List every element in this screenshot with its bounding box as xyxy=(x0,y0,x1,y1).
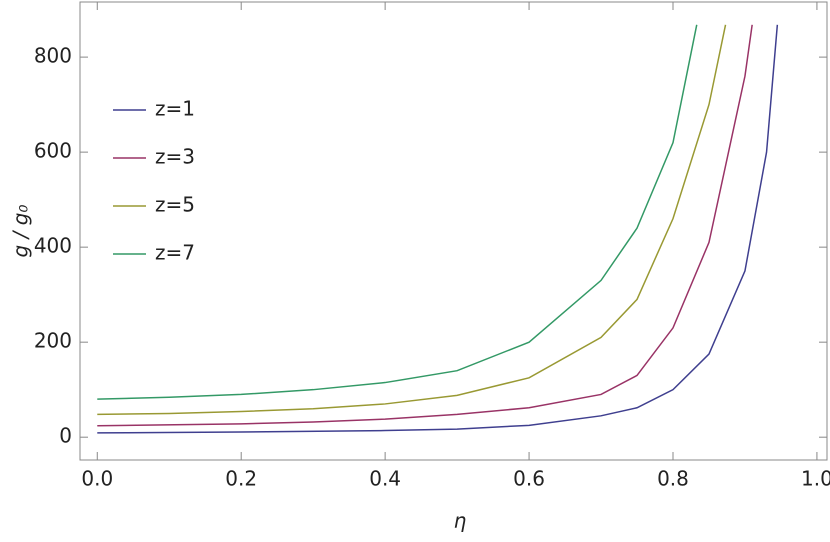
y-tick-label: 600 xyxy=(34,139,72,163)
legend-label: z=5 xyxy=(155,193,195,217)
series-line xyxy=(97,24,727,416)
x-axis-label: η xyxy=(454,509,467,533)
legend-label: z=3 xyxy=(155,145,195,169)
x-tick-label: 0.6 xyxy=(513,467,545,491)
y-tick-label: 800 xyxy=(34,44,72,68)
x-tick-label: 0.8 xyxy=(657,467,689,491)
legend-label: z=1 xyxy=(155,97,195,121)
x-tick-label: 0.4 xyxy=(369,467,401,491)
x-tick-label: 0.0 xyxy=(81,467,113,491)
y-tick-label: 200 xyxy=(34,329,72,353)
y-axis-label: g / g₀ xyxy=(9,205,33,258)
y-tick-label: 400 xyxy=(34,234,72,258)
legend-label: z=7 xyxy=(155,241,195,265)
y-tick-label: 0 xyxy=(59,424,72,448)
series-line xyxy=(97,24,753,427)
series-line xyxy=(97,24,779,434)
x-tick-label: 0.2 xyxy=(225,467,257,491)
x-tick-label: 1.0 xyxy=(801,467,830,491)
series-line xyxy=(97,24,698,400)
plot-frame xyxy=(79,1,828,461)
